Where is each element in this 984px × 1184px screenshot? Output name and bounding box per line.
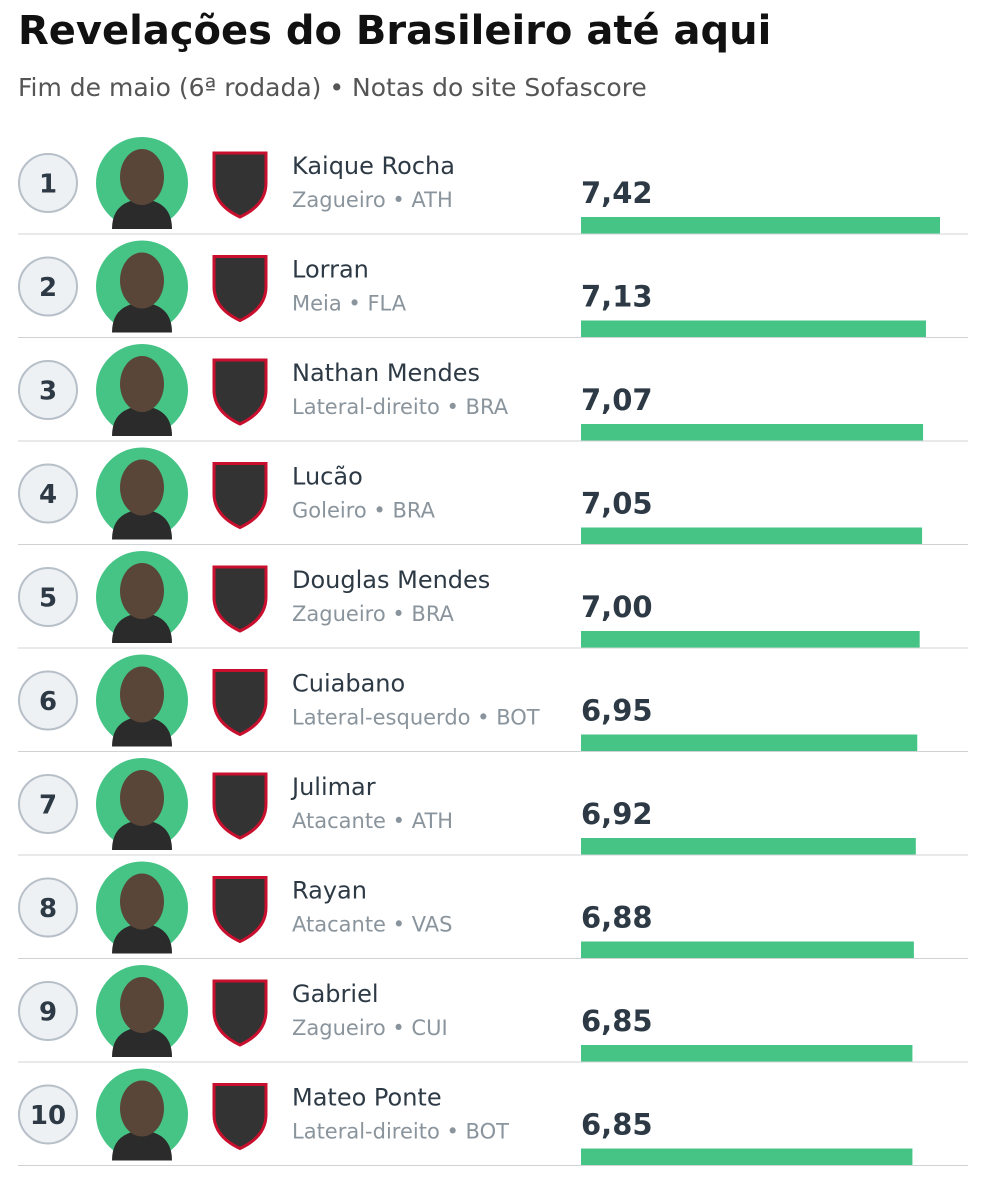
bar	[581, 734, 918, 752]
player-name: Lucão	[292, 463, 363, 491]
bar	[581, 1148, 913, 1166]
value-label: 6,95	[581, 694, 653, 728]
player-detail: Atacante • ATH	[292, 809, 453, 833]
player-detail: Lateral-direito • BOT	[292, 1120, 509, 1144]
rank-badge	[18, 567, 78, 627]
player-name: Kaique Rocha	[292, 152, 455, 180]
club-logo	[212, 255, 268, 323]
player-photo	[112, 302, 172, 333]
rank-badge	[18, 877, 78, 938]
rank: 6	[39, 687, 57, 717]
value-label: 6,88	[581, 901, 653, 935]
value-label: 7,05	[581, 487, 653, 521]
rank: 5	[39, 584, 57, 614]
player-head	[120, 252, 164, 309]
club-logo	[212, 669, 268, 737]
player-name: Mateo Ponte	[292, 1084, 442, 1112]
rank-badge	[18, 256, 78, 317]
player-photo	[112, 509, 172, 540]
player-photo	[112, 1130, 172, 1161]
player-photo	[112, 716, 172, 747]
player-head	[120, 563, 164, 619]
bar	[581, 631, 920, 648]
bar	[581, 527, 923, 545]
player-detail: Meia • FLA	[292, 292, 407, 316]
value-label: 7,00	[581, 590, 653, 624]
rank: 2	[39, 273, 57, 303]
club-logo	[212, 151, 268, 219]
club-logo	[212, 565, 268, 633]
rank: 1	[39, 170, 57, 200]
rank-badge	[18, 463, 78, 524]
rank: 8	[39, 894, 57, 924]
value-label: 6,85	[581, 1004, 653, 1038]
bar	[581, 217, 940, 234]
club-logo	[212, 979, 268, 1047]
player-photo	[112, 1027, 172, 1057]
bar	[581, 838, 916, 855]
value-label: 7,13	[581, 280, 653, 314]
player-head	[120, 459, 164, 516]
player-name: Lorran	[292, 256, 369, 284]
player-name: Julimar	[290, 773, 376, 801]
chart-title: Revelações do Brasileiro até aqui	[18, 8, 771, 54]
player-detail: Atacante • VAS	[292, 913, 452, 937]
club-logo	[212, 462, 268, 530]
player-head	[120, 873, 164, 930]
rank-badge	[18, 1084, 78, 1145]
chart-subtitle: Fim de maio (6ª rodada) • Notas do site …	[18, 73, 647, 102]
value-label: 6,85	[581, 1108, 653, 1142]
player-head	[120, 1080, 164, 1137]
player-name: Gabriel	[292, 980, 379, 1008]
player-head	[120, 356, 164, 412]
player-photo	[112, 613, 172, 643]
player-name: Douglas Mendes	[292, 566, 490, 594]
player-photo	[112, 923, 172, 954]
player-photo	[112, 199, 172, 229]
player-head	[120, 977, 164, 1033]
rank-badge	[18, 774, 78, 834]
player-head	[120, 770, 164, 826]
rank-badge	[18, 670, 78, 731]
rank: 4	[39, 480, 57, 510]
player-head	[120, 149, 164, 205]
player-detail: Zagueiro • BRA	[292, 602, 455, 626]
club-logo	[212, 1083, 268, 1151]
player-name: Cuiabano	[292, 670, 405, 698]
player-photo	[112, 406, 172, 436]
value-label: 6,92	[581, 797, 653, 831]
bar	[581, 941, 914, 959]
club-logo	[212, 772, 268, 840]
rank-badge	[18, 153, 78, 213]
value-label: 7,42	[581, 176, 653, 210]
player-name: Nathan Mendes	[292, 359, 480, 387]
rank-badge	[18, 360, 78, 420]
rank-badge	[18, 981, 78, 1041]
player-detail: Goleiro • BRA	[292, 499, 436, 523]
player-detail: Zagueiro • ATH	[292, 188, 453, 212]
rank: 9	[39, 998, 57, 1028]
rank: 3	[39, 377, 57, 407]
player-photo	[112, 820, 172, 850]
value-label: 7,07	[581, 383, 653, 417]
player-detail: Lateral-esquerdo • BOT	[292, 706, 540, 730]
player-detail: Lateral-direito • BRA	[292, 395, 509, 419]
bar	[581, 320, 926, 338]
bar	[581, 424, 924, 441]
club-logo	[212, 358, 268, 426]
club-logo	[212, 876, 268, 944]
rank: 7	[39, 791, 57, 821]
player-head	[120, 666, 164, 723]
bar	[581, 1045, 913, 1062]
player-name: Rayan	[292, 877, 367, 905]
player-detail: Zagueiro • CUI	[292, 1016, 448, 1040]
rank: 10	[30, 1101, 66, 1131]
